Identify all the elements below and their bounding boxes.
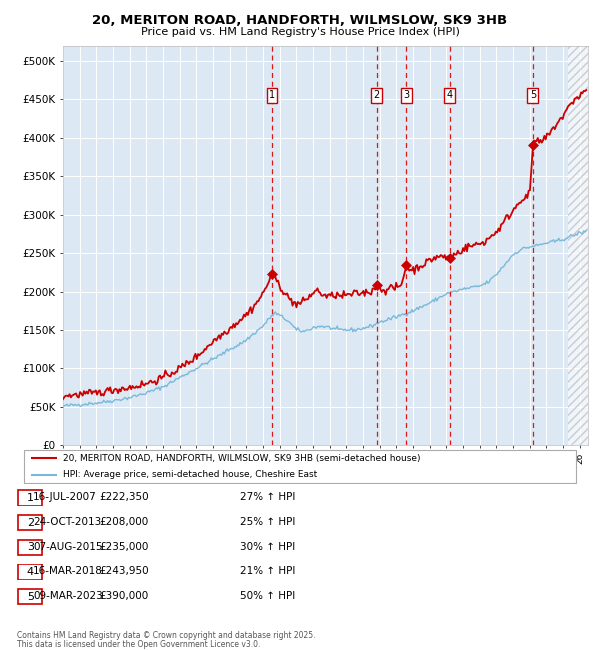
Text: 3: 3 [403, 90, 409, 101]
FancyBboxPatch shape [18, 515, 43, 530]
Text: 3: 3 [27, 542, 34, 552]
Text: £208,000: £208,000 [99, 517, 148, 527]
Text: This data is licensed under the Open Government Licence v3.0.: This data is licensed under the Open Gov… [17, 640, 260, 649]
Text: 27% ↑ HPI: 27% ↑ HPI [240, 492, 295, 502]
Bar [568, 46, 588, 445]
Text: 1: 1 [27, 493, 34, 503]
Text: 16-JUL-2007: 16-JUL-2007 [33, 492, 97, 502]
Text: 09-MAR-2023: 09-MAR-2023 [33, 591, 103, 601]
Text: 5: 5 [530, 90, 536, 101]
Text: 20, MERITON ROAD, HANDFORTH, WILMSLOW, SK9 3HB (semi-detached house): 20, MERITON ROAD, HANDFORTH, WILMSLOW, S… [63, 454, 421, 463]
Text: 20, MERITON ROAD, HANDFORTH, WILMSLOW, SK9 3HB: 20, MERITON ROAD, HANDFORTH, WILMSLOW, S… [92, 14, 508, 27]
Text: £390,000: £390,000 [99, 591, 148, 601]
Text: 4: 4 [447, 90, 453, 101]
Text: HPI: Average price, semi-detached house, Cheshire East: HPI: Average price, semi-detached house,… [63, 470, 317, 479]
FancyBboxPatch shape [18, 490, 43, 506]
Text: £235,000: £235,000 [99, 541, 148, 552]
Text: 2: 2 [374, 90, 380, 101]
FancyBboxPatch shape [18, 540, 43, 555]
Text: 24-OCT-2013: 24-OCT-2013 [33, 517, 101, 527]
Text: 30% ↑ HPI: 30% ↑ HPI [240, 541, 295, 552]
FancyBboxPatch shape [18, 564, 43, 580]
Text: 07-AUG-2015: 07-AUG-2015 [33, 541, 103, 552]
Text: 21% ↑ HPI: 21% ↑ HPI [240, 566, 295, 577]
Text: 4: 4 [27, 567, 34, 577]
Text: 2: 2 [27, 517, 34, 528]
Text: £243,950: £243,950 [99, 566, 149, 577]
Text: 5: 5 [27, 592, 34, 602]
Text: Price paid vs. HM Land Registry's House Price Index (HPI): Price paid vs. HM Land Registry's House … [140, 27, 460, 37]
Text: £222,350: £222,350 [99, 492, 149, 502]
Text: 1: 1 [269, 90, 275, 101]
Text: 16-MAR-2018: 16-MAR-2018 [33, 566, 103, 577]
Text: 50% ↑ HPI: 50% ↑ HPI [240, 591, 295, 601]
Text: Contains HM Land Registry data © Crown copyright and database right 2025.: Contains HM Land Registry data © Crown c… [17, 630, 316, 640]
FancyBboxPatch shape [18, 589, 43, 604]
Text: 25% ↑ HPI: 25% ↑ HPI [240, 517, 295, 527]
FancyBboxPatch shape [24, 450, 576, 483]
